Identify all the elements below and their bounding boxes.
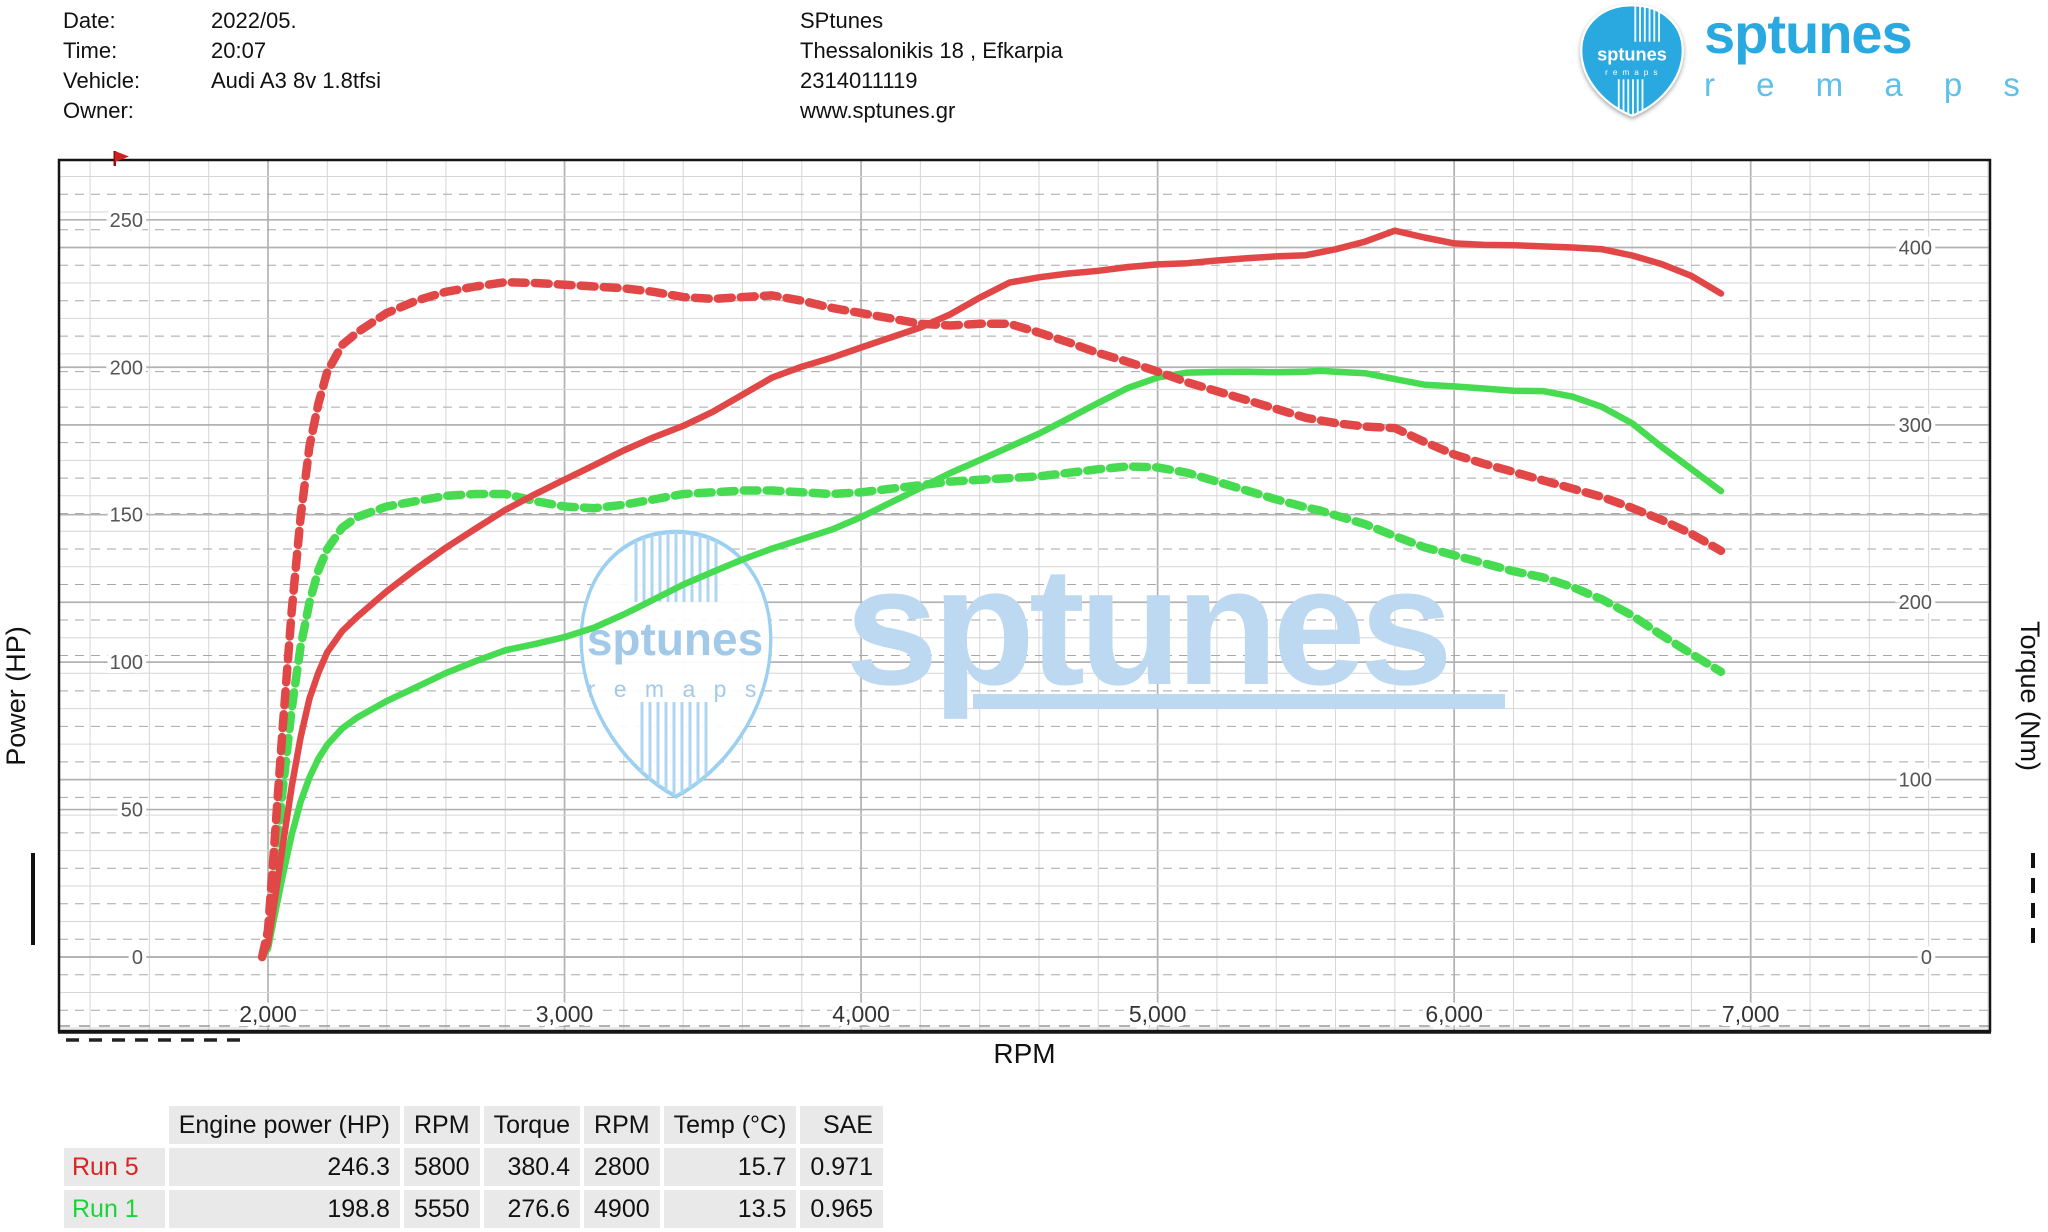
x-tick-label: 7,000 <box>1722 1001 1780 1027</box>
x-tick-label: 6,000 <box>1425 1001 1483 1027</box>
run1-sae: 0.965 <box>800 1190 883 1228</box>
brand-subtitle: r e m a p s <box>1704 66 2036 103</box>
vehicle-value: Audi A3 8v 1.8tfsi <box>211 68 381 93</box>
time-label: Time: <box>63 38 118 63</box>
y-left-axis-title: Power (HP) <box>1 626 31 766</box>
table-row-run5: Run 5 246.3 5800 380.4 2800 15.7 0.971 <box>64 1148 883 1186</box>
run-label-1: Run 1 <box>64 1190 165 1228</box>
x-tick-label: 2,000 <box>239 1001 297 1027</box>
run1-torque: 276.6 <box>483 1190 581 1228</box>
info-row-vehicle: Vehicle: Audi A3 8v 1.8tfsi <box>63 66 381 96</box>
y-right-tick-label: 0 <box>1921 947 1932 969</box>
run-label-0: Run 5 <box>64 1148 165 1186</box>
run1-temp: 13.5 <box>663 1190 797 1228</box>
y-left-tick-label: 0 <box>132 947 143 969</box>
col-rpm-torque: RPM <box>584 1106 660 1144</box>
curve-run1-torque <box>257 462 1726 962</box>
watermark: sptunes r e m a p s sptunes <box>579 529 1505 799</box>
grid <box>59 160 1990 1031</box>
time-value: 20:07 <box>211 38 267 63</box>
x-tick-label: 4,000 <box>832 1001 890 1027</box>
table-header-row: Engine power (HP) RPM Torque RPM Temp (°… <box>64 1106 883 1144</box>
run1-torque-rpm: 4900 <box>584 1190 660 1228</box>
info-row-date: Date: 2022/05. <box>63 6 381 36</box>
run5-power-rpm: 5800 <box>403 1148 480 1186</box>
sptunes-logo: sptunes r e m a p s sptunes r e m a p s <box>1576 2 2036 119</box>
corner-cell <box>64 1106 165 1144</box>
watermark-underline <box>973 694 1505 709</box>
shop-phone: 2314011119 <box>800 68 918 93</box>
y-left-tick-label: 100 <box>110 652 143 674</box>
y-left-tick-label: 200 <box>110 357 143 379</box>
curve-run5-power <box>258 227 1725 961</box>
report-info: Date: 2022/05. Time: 20:07 Vehicle: Audi… <box>63 6 381 126</box>
info-row-time: Time: 20:07 <box>63 36 381 66</box>
watermark-pick-icon <box>579 529 773 799</box>
shop-name: SPtunes <box>800 8 884 33</box>
col-torque: Torque <box>483 1106 581 1144</box>
results-table: Engine power (HP) RPM Torque RPM Temp (°… <box>60 1102 887 1232</box>
y-right-tick-label: 300 <box>1899 415 1932 437</box>
col-sae: SAE <box>800 1106 883 1144</box>
brand-name: sptunes <box>1704 2 1913 65</box>
x-axis-title: RPM <box>993 1038 1055 1069</box>
vehicle-label: Vehicle: <box>63 68 141 93</box>
shop-website: www.sptunes.gr <box>800 98 956 123</box>
watermark-big-text: sptunes <box>845 532 1447 720</box>
watermark-pick-text: sptunes <box>587 613 763 665</box>
curve-run5-torque <box>257 277 1726 962</box>
run5-torque: 380.4 <box>483 1148 581 1186</box>
table-row-run1: Run 1 198.8 5550 276.6 4900 13.5 0.965 <box>64 1190 883 1228</box>
run5-power: 246.3 <box>168 1148 400 1186</box>
y-right-tick-label: 100 <box>1899 770 1932 792</box>
dyno-chart-area: sptunes r e m a p s sptunes 2,000 3,000 4,000… <box>1 151 2045 1069</box>
y-right-tick-label: 200 <box>1899 592 1932 614</box>
col-rpm-power: RPM <box>403 1106 480 1144</box>
shop-info: SPtunes Thessalonikis 18 , Efkarpia 2314… <box>800 6 1063 126</box>
y-left-tick-label: 50 <box>121 800 143 822</box>
run5-temp: 15.7 <box>663 1148 797 1186</box>
owner-label: Owner: <box>63 98 134 123</box>
y-left-tick-label: 250 <box>110 210 143 232</box>
run1-power-rpm: 5550 <box>403 1190 480 1228</box>
watermark-pick-subtext: r e m a p s <box>588 676 763 702</box>
curves <box>257 227 1726 962</box>
y-right-axis-title: Torque (Nm) <box>2015 621 2045 771</box>
y-left-tick-label: 150 <box>110 505 143 527</box>
guitar-pick-icon: sptunes r e m a p s <box>1580 4 1684 117</box>
brand-wordmark: sptunes r e m a p s <box>1704 2 2036 104</box>
pick-wordmark: sptunes <box>1597 45 1667 65</box>
x-tick-label: 5,000 <box>1129 1001 1187 1027</box>
pick-subword: r e m a p s <box>1605 68 1659 77</box>
shop-address: Thessalonikis 18 , Efkarpia <box>800 38 1063 63</box>
run5-sae: 0.971 <box>800 1148 883 1186</box>
run5-torque-rpm: 2800 <box>584 1148 660 1186</box>
info-row-owner: Owner: <box>63 96 381 126</box>
chart-marker-flag-icon <box>113 151 129 166</box>
col-temp: Temp (°C) <box>663 1106 797 1144</box>
run1-power: 198.8 <box>168 1190 400 1228</box>
dyno-chart: sptunes r e m a p s sptunes 2,000 3,000 4,000… <box>1 151 2045 1069</box>
col-engine-power: Engine power (HP) <box>168 1106 400 1144</box>
x-tick-label: 3,000 <box>536 1001 594 1027</box>
pick-shape <box>1580 4 1684 117</box>
y-right-tick-label: 400 <box>1899 237 1932 259</box>
date-value: 2022/05. <box>211 8 297 33</box>
curve-run1-power <box>258 367 1725 961</box>
date-label: Date: <box>63 8 116 33</box>
